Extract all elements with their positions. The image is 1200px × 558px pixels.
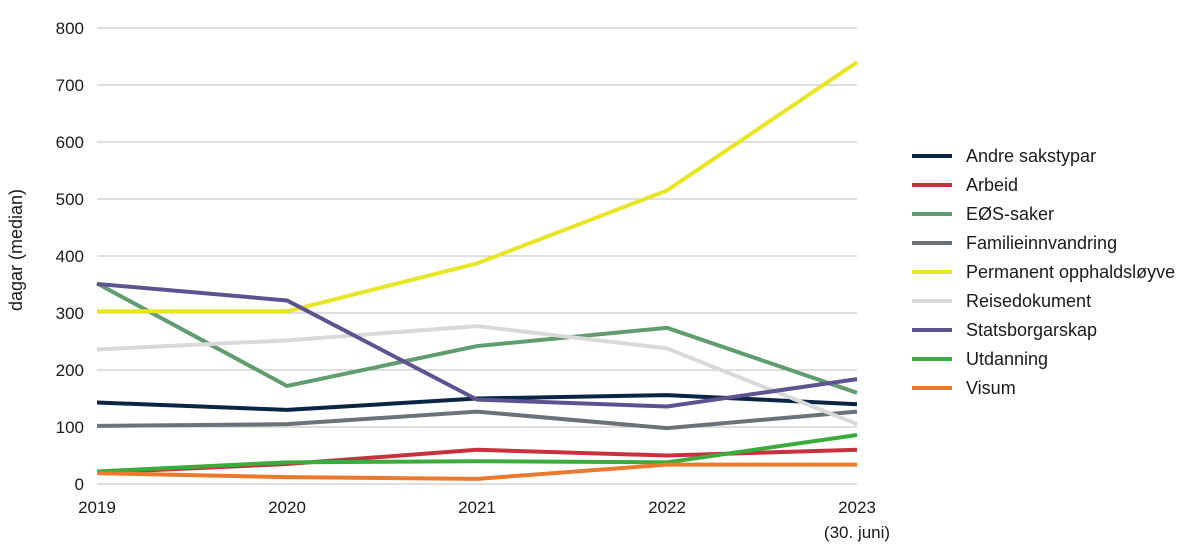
- series-line-visum: [96, 462, 857, 481]
- series-line-e-s-saker: [96, 281, 858, 395]
- y-tick-label: 300: [56, 304, 84, 323]
- y-tick-label: 100: [56, 418, 84, 437]
- series-line-reisedokument: [96, 324, 858, 427]
- legend-label: Utdanning: [966, 349, 1048, 369]
- series-line-permanent-opphaldsl-yve: [97, 60, 859, 314]
- y-axis-title: dagar (median): [6, 189, 26, 311]
- legend-label: Familieinnvandring: [966, 233, 1117, 253]
- y-tick-label: 600: [56, 133, 84, 152]
- y-tick-label: 800: [56, 19, 84, 38]
- y-axis-ticks: 0 100 200 300 400 500 600 700 800: [56, 19, 84, 494]
- legend: Andre sakstypar Arbeid EØS-saker Familieinn…: [912, 146, 1175, 398]
- legend-label: Arbeid: [966, 175, 1018, 195]
- x-tick-label: 2019: [78, 498, 116, 517]
- x-tick-label: 2022: [648, 498, 686, 517]
- legend-label: Reisedokument: [966, 291, 1091, 311]
- legend-label: Permanent opphaldsløyve: [966, 262, 1175, 282]
- y-tick-label: 500: [56, 190, 84, 209]
- series-line-familieinnvandring: [96, 409, 858, 431]
- series-line-utdanning: [96, 433, 858, 474]
- y-tick-label: 700: [56, 76, 84, 95]
- legend-label: EØS-saker: [966, 204, 1054, 224]
- series-line-statsborgarskap: [96, 281, 858, 409]
- y-tick-label: 400: [56, 247, 84, 266]
- legend-label: Statsborgarskap: [966, 320, 1097, 340]
- x-axis-ticks: 2019 2020 2021 2022 2023 (30. juni): [78, 498, 890, 542]
- y-tick-label: 200: [56, 361, 84, 380]
- x-tick-label: 2021: [458, 498, 496, 517]
- legend-label: Andre sakstypar: [966, 146, 1096, 166]
- x-tick-label: 2020: [268, 498, 306, 517]
- series-lines: [96, 60, 859, 481]
- gridlines: [97, 27, 857, 485]
- legend-label: Visum: [966, 378, 1016, 398]
- x-tick-sublabel: (30. juni): [824, 523, 890, 542]
- y-tick-label: 0: [75, 475, 84, 494]
- x-tick-label: 2023: [838, 498, 876, 517]
